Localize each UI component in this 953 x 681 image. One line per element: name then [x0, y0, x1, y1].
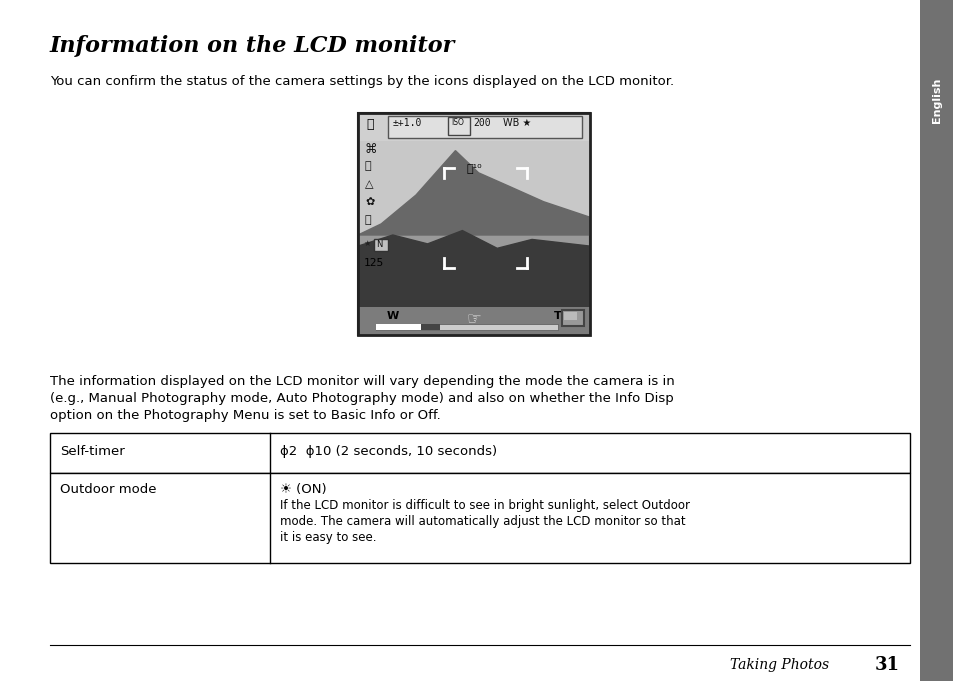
Bar: [357, 113, 589, 141]
Text: ☀ (ON): ☀ (ON): [280, 483, 326, 496]
Bar: [919, 0, 953, 681]
Text: W: W: [387, 311, 398, 321]
Text: Self-timer: Self-timer: [60, 445, 125, 458]
Text: option on the Photography Menu is set to Basic Info or Off.: option on the Photography Menu is set to…: [50, 409, 440, 422]
Text: ★: ★: [363, 239, 370, 248]
Bar: [50, 473, 909, 563]
Bar: [357, 113, 589, 335]
Bar: [357, 113, 589, 235]
Bar: [357, 113, 589, 335]
Text: 200: 200: [473, 118, 490, 128]
Text: (e.g., Manual Photography mode, Auto Photography mode) and also on whether the I: (e.g., Manual Photography mode, Auto Pho…: [50, 392, 673, 405]
Bar: [448, 117, 470, 135]
Text: N: N: [375, 240, 382, 249]
Text: ⛰: ⛰: [365, 161, 372, 171]
Bar: [357, 307, 589, 335]
Bar: [563, 312, 577, 320]
Bar: [375, 324, 558, 330]
Text: Information on the LCD monitor: Information on the LCD monitor: [50, 35, 455, 57]
Polygon shape: [357, 151, 589, 235]
Bar: [374, 239, 388, 251]
Text: You can confirm the status of the camera settings by the icons displayed on the : You can confirm the status of the camera…: [50, 75, 674, 88]
Text: ⃝: ⃝: [365, 215, 372, 225]
Text: ϕ2  ϕ10 (2 seconds, 10 seconds): ϕ2 ϕ10 (2 seconds, 10 seconds): [280, 445, 497, 458]
Bar: [50, 433, 909, 473]
Text: T: T: [554, 311, 561, 321]
Text: 31: 31: [874, 656, 899, 674]
Bar: [388, 116, 581, 138]
Bar: [561, 310, 583, 326]
Text: ✿: ✿: [365, 197, 374, 207]
Text: English: English: [931, 78, 941, 123]
Text: Outdoor mode: Outdoor mode: [60, 483, 156, 496]
Text: 125: 125: [364, 258, 384, 268]
Text: △: △: [365, 179, 374, 189]
Text: The information displayed on the LCD monitor will vary depending the mode the ca: The information displayed on the LCD mon…: [50, 375, 674, 388]
Text: ⌘: ⌘: [365, 143, 377, 156]
Text: Taking Photos: Taking Photos: [729, 658, 828, 672]
Text: ⎙: ⎙: [366, 118, 374, 131]
Text: ☞: ☞: [466, 310, 481, 328]
Text: ISO: ISO: [451, 118, 463, 127]
Text: ±+1.0: ±+1.0: [393, 118, 422, 128]
Text: mode. The camera will automatically adjust the LCD monitor so that: mode. The camera will automatically adju…: [280, 515, 685, 528]
Text: WB ★: WB ★: [502, 118, 531, 128]
Text: ⏲¹⁰: ⏲¹⁰: [466, 163, 481, 173]
Bar: [375, 324, 421, 330]
Polygon shape: [357, 231, 589, 335]
Text: it is easy to see.: it is easy to see.: [280, 531, 376, 544]
Text: If the LCD monitor is difficult to see in bright sunlight, select Outdoor: If the LCD monitor is difficult to see i…: [280, 499, 689, 512]
Bar: [421, 324, 439, 330]
